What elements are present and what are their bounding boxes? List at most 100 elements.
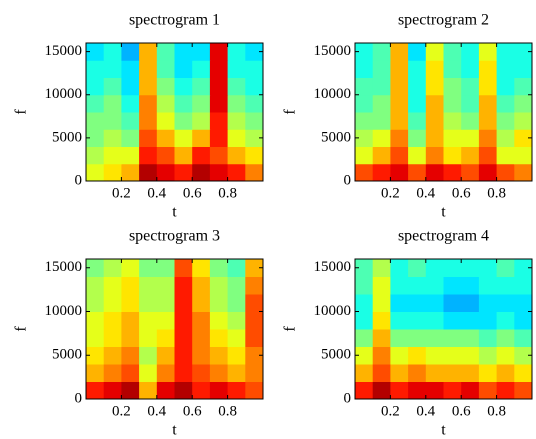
heatmap-cell (103, 329, 122, 347)
heatmap-cell (192, 276, 211, 295)
heatmap-cell (209, 146, 229, 165)
heatmap-cell (245, 294, 264, 312)
heatmap-cell (139, 112, 158, 130)
heatmap-cell (192, 94, 211, 113)
heatmap-cell (372, 163, 391, 182)
heatmap-cell (209, 311, 229, 330)
chart-title: spectrogram 1 (129, 12, 220, 29)
heatmap-cell (121, 294, 140, 312)
heatmap-cell (408, 163, 427, 182)
y-tick-label: 0 (344, 390, 352, 406)
heatmap-cell (174, 77, 193, 96)
heatmap-cell (443, 94, 462, 113)
y-axis-label: f (282, 109, 299, 115)
heatmap-cell (372, 129, 391, 147)
heatmap-cell (425, 294, 444, 312)
heatmap-cell (390, 77, 409, 96)
heatmap-cell (156, 43, 175, 61)
heatmap-cell (425, 311, 444, 330)
heatmap-cell (443, 259, 462, 277)
heatmap-cell (355, 146, 374, 165)
heatmap-cell (156, 381, 175, 400)
heatmap-cell (408, 276, 427, 295)
heatmap-cell (86, 60, 105, 78)
heatmap-cell (86, 294, 105, 312)
heatmap-cell (355, 381, 374, 400)
heatmap-cell (156, 276, 175, 295)
heatmap-cell (139, 329, 158, 347)
heatmap-cell (425, 346, 444, 365)
heatmap-cell (245, 364, 264, 382)
heatmap-cell (245, 129, 264, 147)
heatmap-cell (227, 329, 246, 347)
heatmap-cell (478, 43, 498, 61)
heatmap-cell (408, 146, 427, 165)
heatmap-cell (461, 112, 480, 130)
heatmap-cell (355, 163, 374, 182)
heatmap-cell (209, 346, 229, 365)
heatmap-cell (478, 259, 498, 277)
heatmap-cell (372, 329, 391, 347)
heatmap-cell (174, 60, 193, 78)
heatmap-cell (425, 77, 444, 96)
heatmap-cell (478, 346, 498, 365)
heatmap-cell (86, 146, 105, 165)
y-tick-label: 0 (75, 172, 83, 188)
heatmap-cell (355, 129, 374, 147)
heatmap-cell (209, 163, 229, 182)
heatmap-cell (390, 259, 409, 277)
heatmap-cell (139, 364, 158, 382)
x-tick-label: 0.8 (487, 185, 506, 201)
heatmap-cell (408, 112, 427, 130)
heatmap-cell (443, 346, 462, 365)
heatmap-cell (156, 163, 175, 182)
heatmap-cell (174, 311, 193, 330)
heatmap-cell (390, 294, 409, 312)
heatmap-cell (478, 94, 498, 113)
heatmap-cell (103, 163, 122, 182)
heatmap-cell (121, 163, 140, 182)
heatmap-cell (86, 364, 105, 382)
heatmap-cell (496, 381, 515, 400)
heatmap-cell (245, 276, 264, 295)
heatmap-cell (174, 276, 193, 295)
heatmap-cell (496, 294, 515, 312)
heatmap (86, 259, 264, 400)
heatmap-cell (425, 381, 444, 400)
heatmap-cell (156, 364, 175, 382)
heatmap-cell (174, 43, 193, 61)
heatmap-cell (174, 112, 193, 130)
heatmap (86, 43, 264, 182)
y-axis-label: f (13, 109, 30, 115)
heatmap-cell (496, 77, 515, 96)
heatmap-cell (355, 259, 374, 277)
heatmap-cell (496, 259, 515, 277)
heatmap-cell (355, 329, 374, 347)
heatmap-cell (103, 146, 122, 165)
heatmap-cell (86, 129, 105, 147)
heatmap-cell (103, 112, 122, 130)
x-tick-label: 0.6 (452, 403, 471, 419)
heatmap-cell (408, 311, 427, 330)
heatmap-cell (192, 294, 211, 312)
y-tick-label: 10000 (314, 303, 352, 319)
heatmap-cell (443, 329, 462, 347)
heatmap-cell (390, 311, 409, 330)
heatmap-cell (425, 43, 444, 61)
heatmap-cell (425, 163, 444, 182)
axes-box (85, 42, 264, 182)
heatmap-cell (121, 329, 140, 347)
heatmap-cell (514, 60, 533, 78)
heatmap-cell (408, 94, 427, 113)
heatmap-cell (103, 259, 122, 277)
chart-title: spectrogram 3 (129, 228, 220, 245)
heatmap-cell (227, 311, 246, 330)
heatmap-cell (443, 77, 462, 96)
heatmap-cell (372, 60, 391, 78)
heatmap-cell (496, 129, 515, 147)
heatmap-cell (514, 163, 533, 182)
heatmap-cell (86, 112, 105, 130)
heatmap-cell (103, 311, 122, 330)
heatmap-cell (103, 364, 122, 382)
heatmap-cell (156, 294, 175, 312)
